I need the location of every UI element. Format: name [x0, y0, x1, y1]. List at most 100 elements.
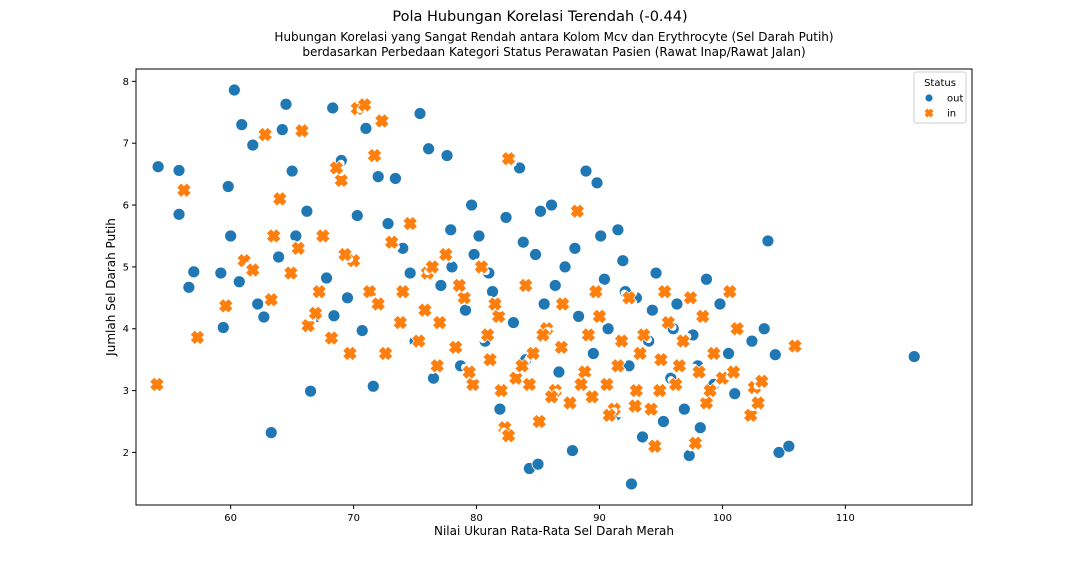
data-point-in-71 [244, 261, 262, 279]
data-point-in-72 [265, 227, 282, 245]
data-point-out-62 [586, 347, 600, 360]
data-point-in-74 [328, 159, 345, 177]
data-point-in-32 [500, 427, 517, 444]
data-point-out-92 [907, 350, 921, 363]
data-point-out-35 [413, 107, 427, 120]
data-point-in-12 [333, 172, 350, 189]
chart-subtitle-line-1: Hubungan Korelasi yang Sangat Rendah ant… [274, 30, 834, 44]
data-point-in-75 [366, 147, 383, 164]
data-point-out-67 [616, 254, 630, 268]
data-point-in-23 [428, 357, 446, 375]
data-point-in-93 [543, 388, 560, 406]
data-point-in-24 [437, 246, 455, 263]
data-point-in-83 [609, 357, 627, 375]
data-point-in-101 [369, 295, 387, 313]
data-point-out-49 [507, 316, 520, 329]
data-point-out-71 [636, 430, 649, 444]
data-point-out-58 [558, 260, 572, 274]
data-point-out-88 [761, 234, 775, 248]
data-point-out-6 [216, 321, 230, 334]
data-point-out-23 [320, 271, 333, 285]
data-point-in-15 [356, 96, 373, 114]
y-tick-label-3: 3 [123, 386, 129, 397]
data-point-out-29 [359, 121, 373, 135]
data-point-in-8 [293, 122, 311, 140]
data-point-in-69 [753, 373, 771, 390]
data-point-in-53 [646, 438, 664, 455]
chart-subtitle: Hubungan Korelasi yang Sangat Rendah ant… [0, 30, 1080, 60]
data-point-out-83 [713, 297, 727, 311]
data-point-in-43 [576, 363, 593, 381]
data-point-out-54 [531, 457, 545, 471]
legend-title: Status [924, 78, 956, 89]
data-point-out-85 [728, 387, 742, 401]
data-point-in-21 [410, 332, 427, 350]
data-point-out-38 [434, 279, 448, 292]
legend-marker-out [924, 93, 934, 103]
data-point-in-42 [569, 203, 586, 220]
data-point-in-6 [263, 291, 280, 308]
data-point-in-102 [424, 258, 441, 276]
data-point-in-40 [554, 295, 571, 313]
y-tick-label-2: 2 [123, 448, 129, 459]
data-point-in-91 [492, 382, 510, 399]
data-point-out-14 [257, 310, 271, 324]
data-point-out-42 [459, 303, 472, 317]
data-point-out-57 [552, 365, 566, 379]
y-axis-ticks: 2 3 4 5 6 7 8 [123, 77, 136, 459]
data-point-in-63 [714, 369, 731, 387]
data-point-out-109 [611, 223, 625, 237]
data-point-in-44 [583, 388, 601, 406]
data-point-out-17 [275, 123, 289, 137]
data-point-out-64 [594, 229, 608, 243]
data-point-out-48 [499, 211, 513, 224]
data-point-in-11 [323, 329, 340, 347]
data-point-in-41 [561, 394, 579, 412]
y-tick-label-8: 8 [123, 77, 129, 88]
data-point-out-73 [649, 266, 663, 280]
data-point-in-61 [698, 394, 715, 412]
data-point-out-12 [246, 138, 260, 152]
data-point-in-60 [690, 363, 708, 381]
data-point-in-70 [786, 337, 804, 355]
data-point-in-30 [490, 308, 507, 325]
legend-label-in: in [947, 109, 956, 120]
data-point-out-27 [350, 209, 364, 222]
data-point-in-49 [620, 289, 638, 307]
data-point-in-62 [705, 345, 723, 362]
data-point-out-9 [227, 83, 241, 97]
data-point-out-80 [693, 421, 707, 435]
data-point-out-63 [590, 176, 604, 190]
y-tick-label-5: 5 [123, 262, 129, 273]
data-point-in-95 [601, 407, 618, 424]
data-point-in-88 [394, 283, 412, 300]
data-point-in-85 [671, 357, 688, 375]
data-point-in-55 [660, 314, 677, 331]
data-point-out-30 [366, 379, 380, 393]
data-point-out-40 [445, 260, 459, 274]
data-point-out-18 [279, 97, 293, 111]
data-point-in-18 [377, 345, 394, 362]
data-point-out-81 [700, 272, 713, 286]
chart-title: Pola Hubungan Korelasi Terendah (-0.44) [392, 9, 688, 25]
data-point-out-93 [300, 204, 314, 218]
data-point-out-47 [493, 402, 507, 416]
data-point-out-55 [537, 297, 551, 311]
y-tick-label-6: 6 [123, 201, 129, 212]
data-point-out-21 [304, 384, 317, 398]
data-point-out-104 [645, 303, 659, 317]
data-point-in-5 [256, 126, 274, 143]
data-point-in-103 [486, 295, 504, 313]
data-point-in-82 [580, 326, 597, 344]
data-point-out-1 [172, 164, 186, 177]
data-point-in-2 [189, 329, 206, 346]
data-point-in-20 [401, 215, 419, 232]
data-point-out-4 [187, 265, 201, 279]
chart-subtitle-line-2: berdasarkan Perbedaan Kategori Status Pe… [302, 45, 806, 59]
data-point-out-78 [682, 449, 696, 462]
y-axis-label: Jumlah Sel Darah Putih [104, 218, 118, 357]
data-point-in-56 [667, 376, 684, 393]
data-point-in-106 [656, 283, 673, 300]
data-point-out-100 [548, 279, 562, 292]
data-point-out-50 [513, 161, 526, 175]
